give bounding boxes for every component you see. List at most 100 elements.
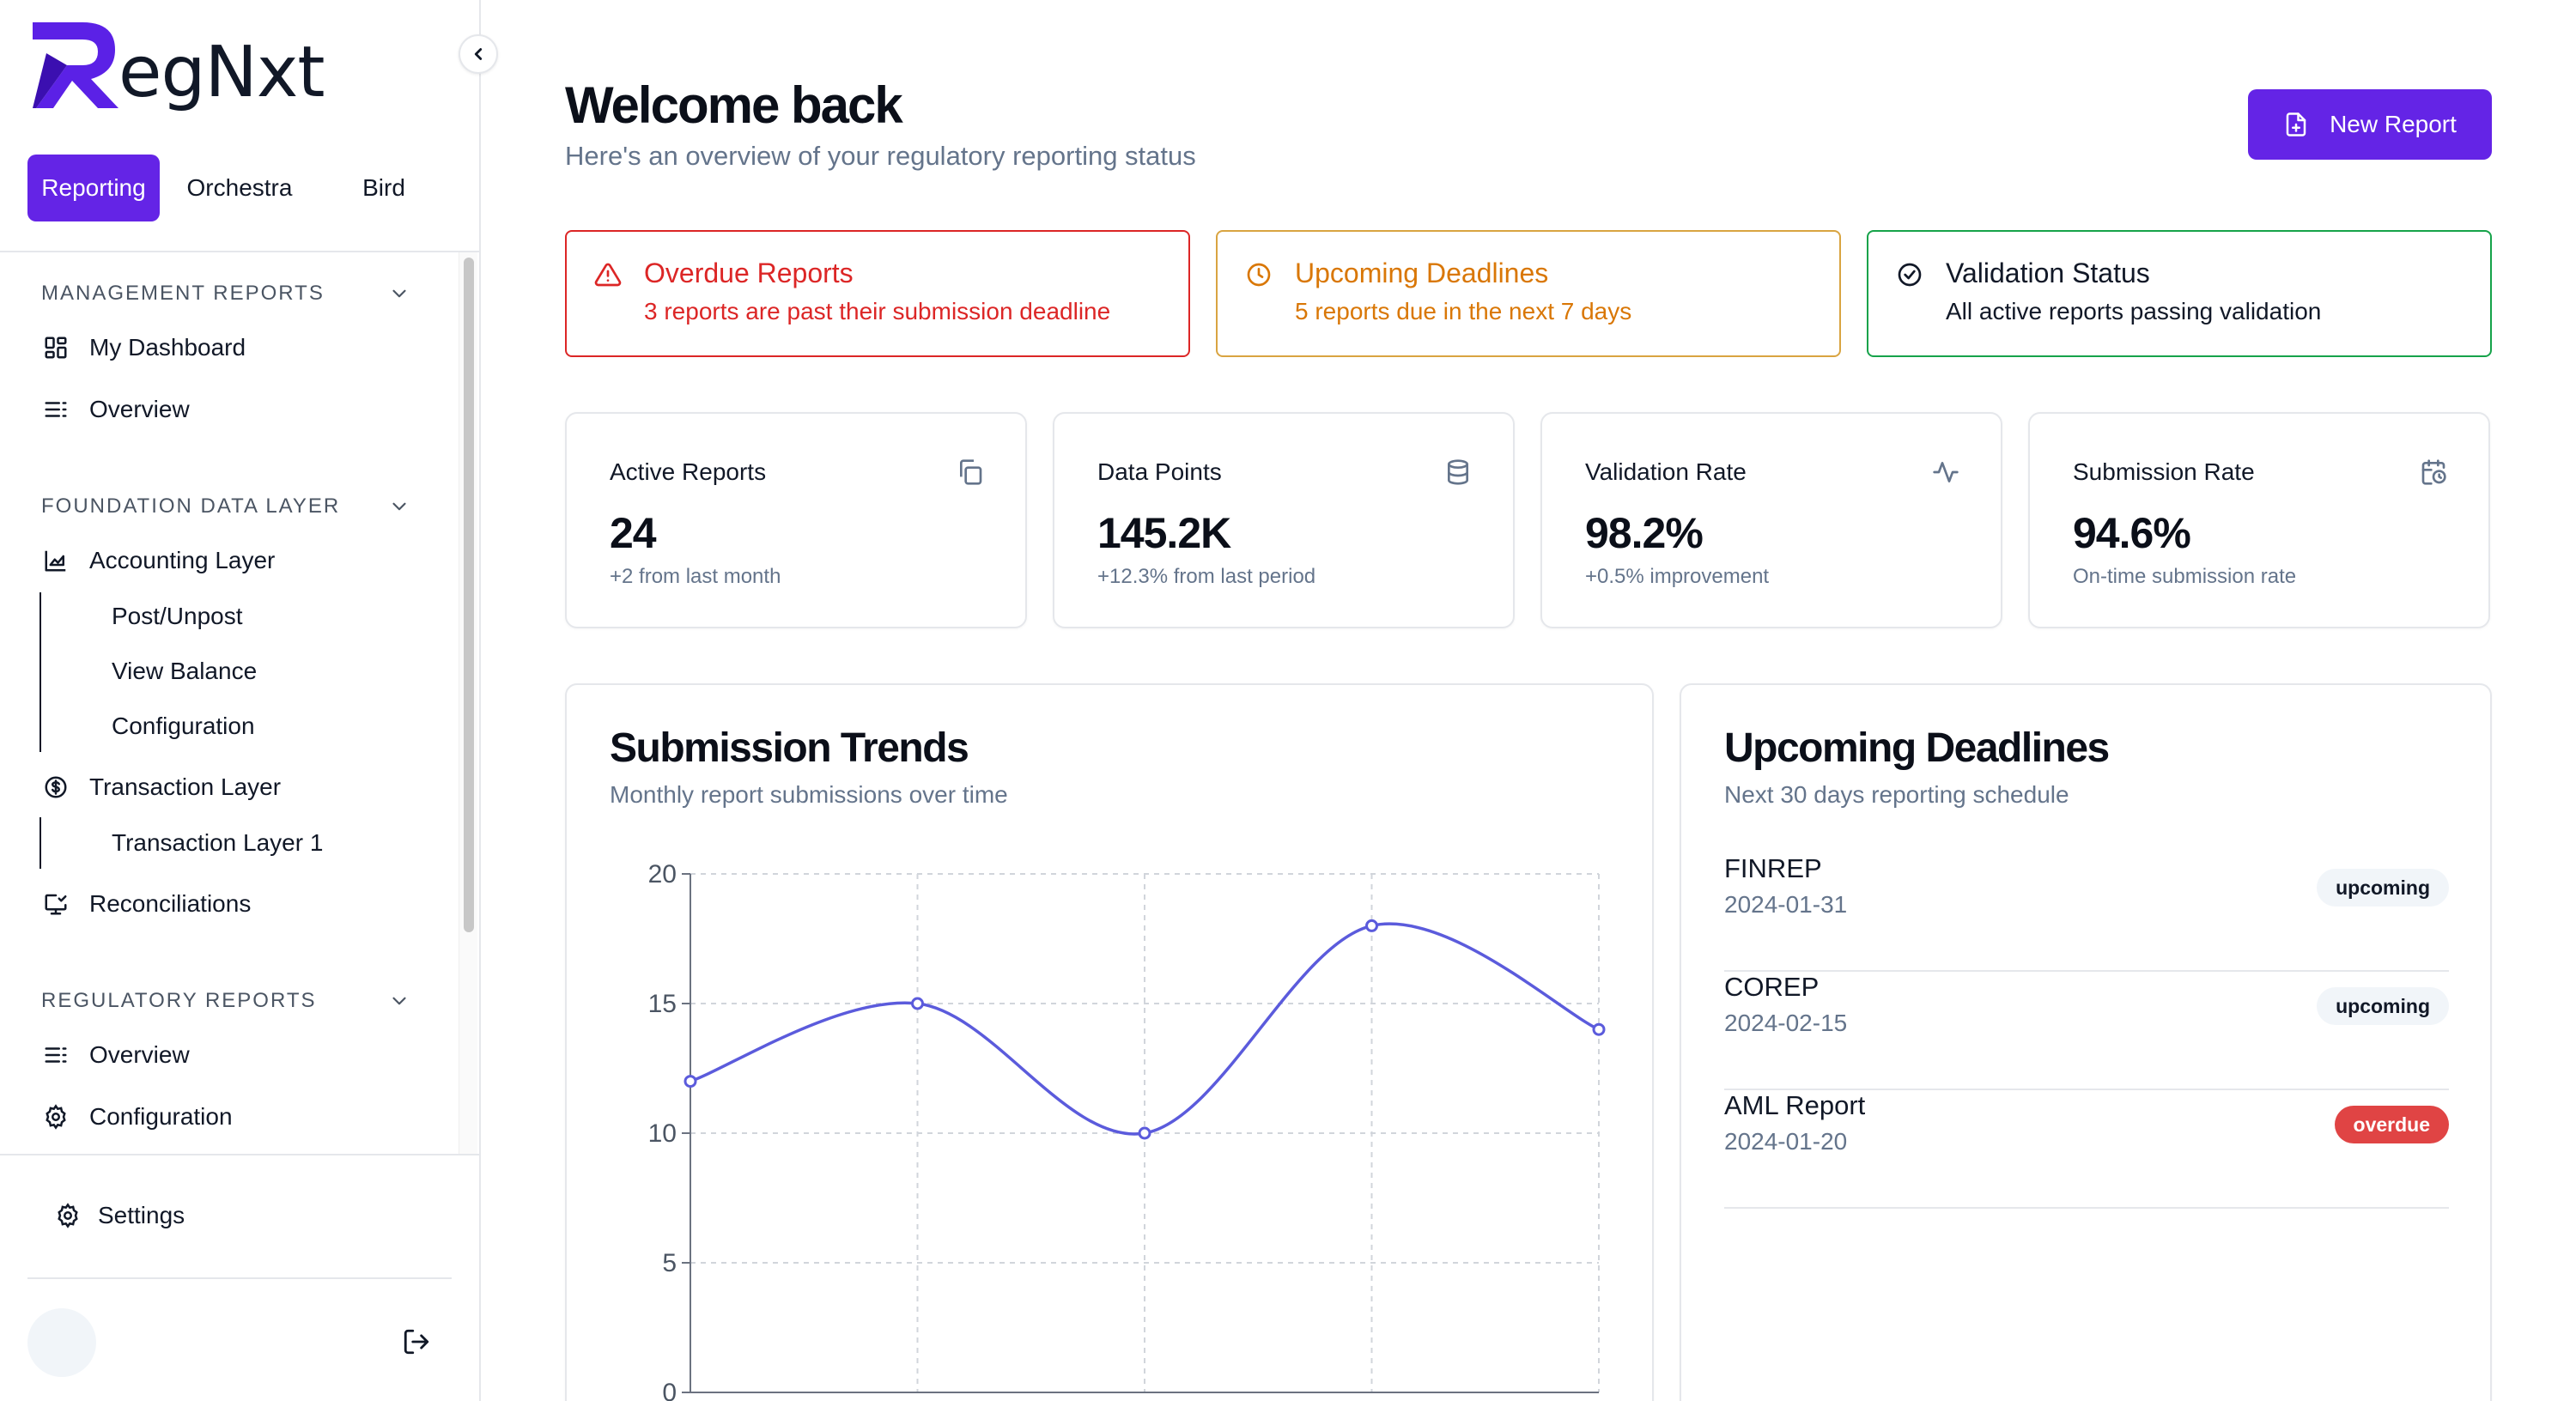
- deadline-date: 2024-02-15: [1724, 1010, 1848, 1036]
- deadline-row[interactable]: AML Report 2024-01-20 overdue: [1724, 1090, 2449, 1209]
- card-subtitle: Monthly report submissions over time: [610, 781, 1008, 808]
- deadline-name: AML Report: [1724, 1090, 1866, 1120]
- dollar-circle-icon: [41, 773, 70, 802]
- collapse-sidebar-button[interactable]: [459, 34, 498, 74]
- stat-label: Validation Rate: [1585, 458, 1747, 485]
- chart-area-icon: [41, 546, 70, 575]
- sidebar-scrollbar[interactable]: [464, 258, 474, 932]
- alert-text: 3 reports are past their submission dead…: [644, 298, 1111, 324]
- sidebar-subitem-view-balance[interactable]: View Balance: [112, 658, 258, 684]
- log-out-icon: [404, 1329, 429, 1355]
- gear-icon: [41, 1102, 70, 1131]
- sidebar-item-label: Accounting Layer: [89, 547, 276, 573]
- deadline-name: COREP: [1724, 972, 1820, 1002]
- app-switcher: Reporting Orchestra Bird: [27, 155, 448, 221]
- deadline-name: FINREP: [1724, 853, 1822, 883]
- stat-note: +12.3% from last period: [1097, 565, 1316, 588]
- stat-value: 98.2%: [1585, 509, 1704, 557]
- tab-orchestra[interactable]: Orchestra: [186, 174, 293, 201]
- new-report-label: New Report: [2330, 111, 2457, 137]
- settings-label: Settings: [98, 1202, 185, 1228]
- y-tick-label: 15: [648, 990, 677, 1018]
- card-title: Upcoming Deadlines: [1724, 725, 2110, 771]
- alert-title: Upcoming Deadlines: [1295, 258, 1549, 288]
- copy-icon: [957, 458, 984, 490]
- tree-line: [39, 817, 41, 869]
- avatar[interactable]: [27, 1308, 96, 1377]
- sidebar-subitem-configuration[interactable]: Configuration: [112, 713, 255, 739]
- clock-icon: [1245, 261, 1273, 293]
- card-title: Submission Trends: [610, 725, 969, 771]
- stat-label: Data Points: [1097, 458, 1222, 485]
- chevron-down-icon: [392, 289, 406, 298]
- calendar-clock-icon: [2420, 458, 2447, 490]
- sidebar-item-reconciliations[interactable]: Reconciliations: [41, 889, 251, 919]
- new-report-button[interactable]: New Report: [2248, 89, 2492, 160]
- stat-value: 24: [610, 509, 657, 557]
- alert-overdue-reports: Overdue Reports 3 reports are past their…: [565, 230, 1190, 357]
- sidebar-item-transaction-layer[interactable]: Transaction Layer: [41, 773, 281, 802]
- regnxt-logo[interactable]: egNxt: [29, 19, 325, 113]
- submission-trends-chart: 0 5 10 15 20: [648, 860, 1606, 1401]
- sidebar-item-label: Transaction Layer: [89, 773, 282, 800]
- y-tick-label: 10: [648, 1119, 677, 1148]
- section-management-reports[interactable]: MANAGEMENT REPORTS: [41, 282, 410, 306]
- section-title: MANAGEMENT REPORTS: [41, 282, 325, 305]
- deadline-row[interactable]: FINREP 2024-01-31 upcoming: [1724, 853, 2449, 972]
- page-title: Welcome back: [565, 76, 903, 134]
- chevron-down-icon: [392, 502, 406, 511]
- tab-reporting[interactable]: Reporting: [27, 155, 160, 221]
- stat-card-active-reports: Active Reports 24 +2 from last month: [565, 412, 1027, 628]
- alert-text: All active reports passing validation: [1946, 298, 2322, 324]
- sidebar-item-overview[interactable]: Overview: [41, 395, 190, 424]
- sidebar-item-label: Configuration: [89, 1103, 233, 1130]
- activity-icon: [1932, 458, 1959, 490]
- data-point: [683, 1075, 697, 1089]
- sidebar-subitem-transaction-layer-1[interactable]: Transaction Layer 1: [112, 829, 324, 856]
- status-badge: overdue: [2334, 1106, 2449, 1143]
- sidebar-item-regulatory-configuration[interactable]: Configuration: [41, 1102, 233, 1131]
- y-tick-label: 5: [662, 1249, 677, 1277]
- data-point: [1592, 1022, 1606, 1036]
- stat-label: Submission Rate: [2073, 458, 2255, 485]
- sidebar-item-label: Overview: [89, 1041, 190, 1068]
- card-subtitle: Next 30 days reporting schedule: [1724, 781, 2069, 808]
- alert-text: 5 reports due in the next 7 days: [1295, 298, 1632, 324]
- alert-validation-status: Validation Status All active reports pas…: [1867, 230, 2492, 357]
- monitor-check-icon: [41, 889, 70, 919]
- section-title: REGULATORY REPORTS: [41, 989, 317, 1012]
- chevron-left-icon: [474, 48, 483, 60]
- status-badge: upcoming: [2317, 869, 2449, 907]
- sidebar-divider: [0, 1154, 479, 1155]
- section-regulatory-reports[interactable]: REGULATORY REPORTS: [41, 989, 410, 1013]
- data-point: [1138, 1126, 1151, 1140]
- list-icon: [41, 395, 70, 424]
- stat-card-submission-rate: Submission Rate 94.6% On-time submission…: [2028, 412, 2490, 628]
- sidebar-subitem-post-unpost[interactable]: Post/Unpost: [112, 603, 243, 629]
- sidebar-item-label: My Dashboard: [89, 334, 246, 361]
- tree-line: [39, 592, 41, 752]
- deadline-row[interactable]: COREP 2024-02-15 upcoming: [1724, 972, 2449, 1090]
- data-point: [911, 997, 924, 1010]
- list-icon: [41, 1040, 70, 1070]
- section-foundation-data-layer[interactable]: FOUNDATION DATA LAYER: [41, 494, 410, 519]
- tab-bird[interactable]: Bird: [362, 174, 405, 201]
- database-icon: [1444, 458, 1472, 490]
- sidebar-item-regulatory-overview[interactable]: Overview: [41, 1040, 190, 1070]
- sidebar-item-my-dashboard[interactable]: My Dashboard: [41, 333, 246, 362]
- y-tick-label: 0: [662, 1379, 677, 1401]
- settings-button[interactable]: Settings: [55, 1202, 185, 1229]
- stat-value: 145.2K: [1097, 509, 1231, 557]
- stat-value: 94.6%: [2073, 509, 2191, 557]
- sidebar-item-accounting-layer[interactable]: Accounting Layer: [41, 546, 275, 575]
- sidebar-item-label: Reconciliations: [89, 890, 252, 917]
- page-subtitle: Here's an overview of your regulatory re…: [565, 141, 1196, 171]
- data-point: [1365, 919, 1378, 932]
- logout-button[interactable]: [402, 1327, 431, 1361]
- check-circle-icon: [1896, 261, 1923, 293]
- file-plus-icon: [2286, 112, 2306, 136]
- main-content: Welcome back Here's an overview of your …: [483, 0, 2543, 1401]
- alert-title: Validation Status: [1946, 258, 2150, 288]
- gear-icon: [55, 1203, 81, 1228]
- chevron-down-icon: [392, 997, 406, 1005]
